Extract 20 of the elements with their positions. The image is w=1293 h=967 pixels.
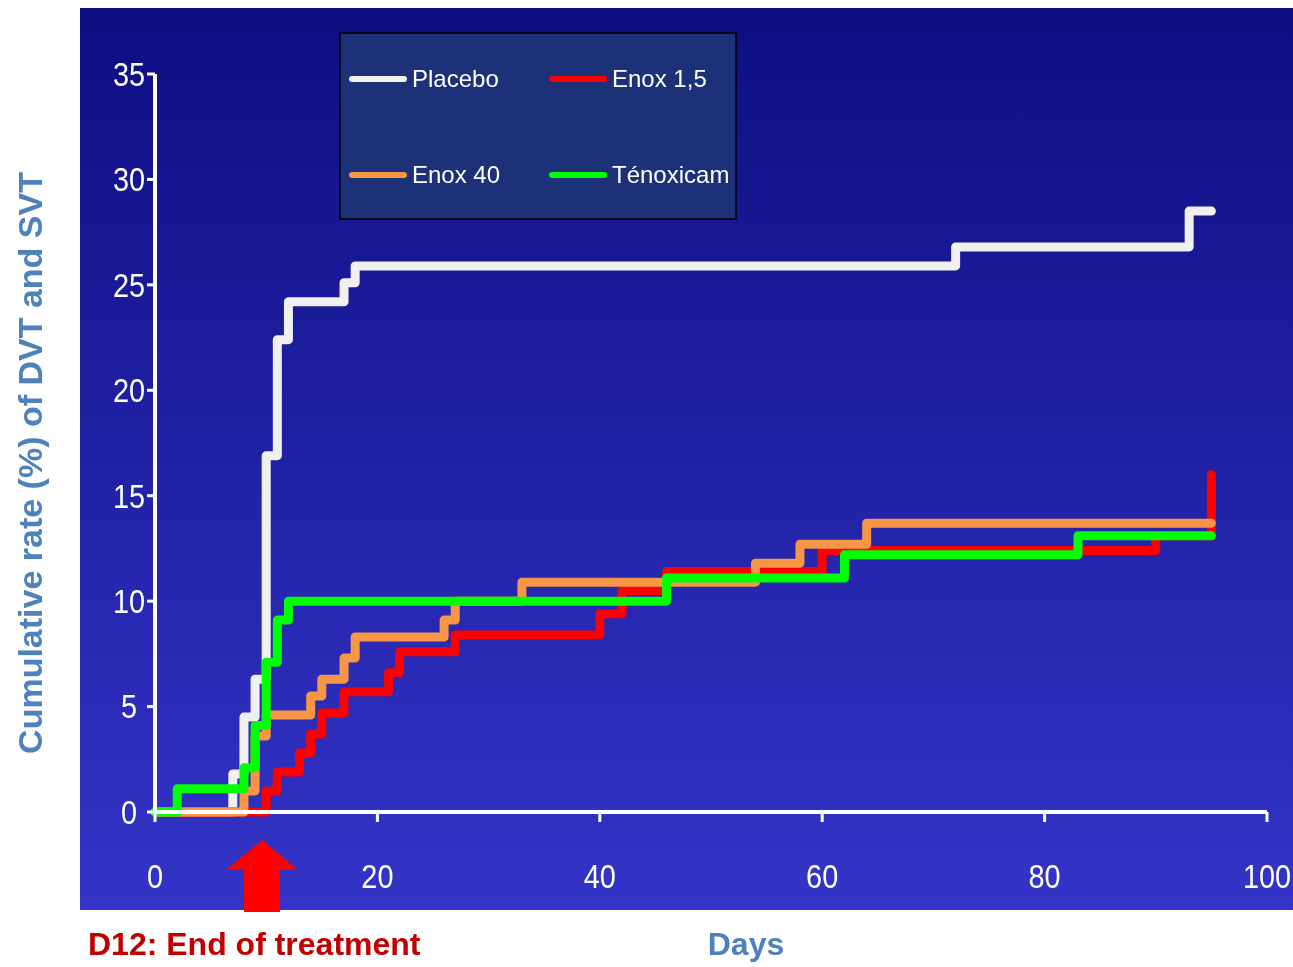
x-axis-title: Days	[707, 926, 785, 963]
y-tick-label: 0	[120, 792, 138, 832]
legend-label: Enox 1,5	[612, 65, 707, 93]
legend-label: Placebo	[412, 65, 499, 93]
y-tick-label: 10	[112, 581, 146, 621]
y-axis-title: Cumulative rate (%) of DVT and SVT	[11, 171, 49, 754]
y-tick-label: 30	[112, 160, 146, 199]
y-tick-label: 20	[112, 370, 146, 410]
legend-label: Enox 40	[412, 161, 501, 189]
text: D12: End of treatment	[88, 926, 421, 963]
legend-label: Ténoxicam	[612, 161, 730, 189]
x-tick-label: 60	[806, 856, 839, 896]
x-tick-label: 20	[361, 856, 394, 896]
x-tick-label: 80	[1028, 856, 1061, 896]
x-tick-label: 100	[1242, 856, 1292, 896]
y-tick-label: 5	[120, 687, 138, 727]
y-tick-label: 25	[112, 265, 146, 305]
x-tick-label: 40	[583, 856, 616, 896]
y-tick-label: 15	[112, 476, 146, 516]
y-tick-label: 35	[112, 54, 146, 94]
